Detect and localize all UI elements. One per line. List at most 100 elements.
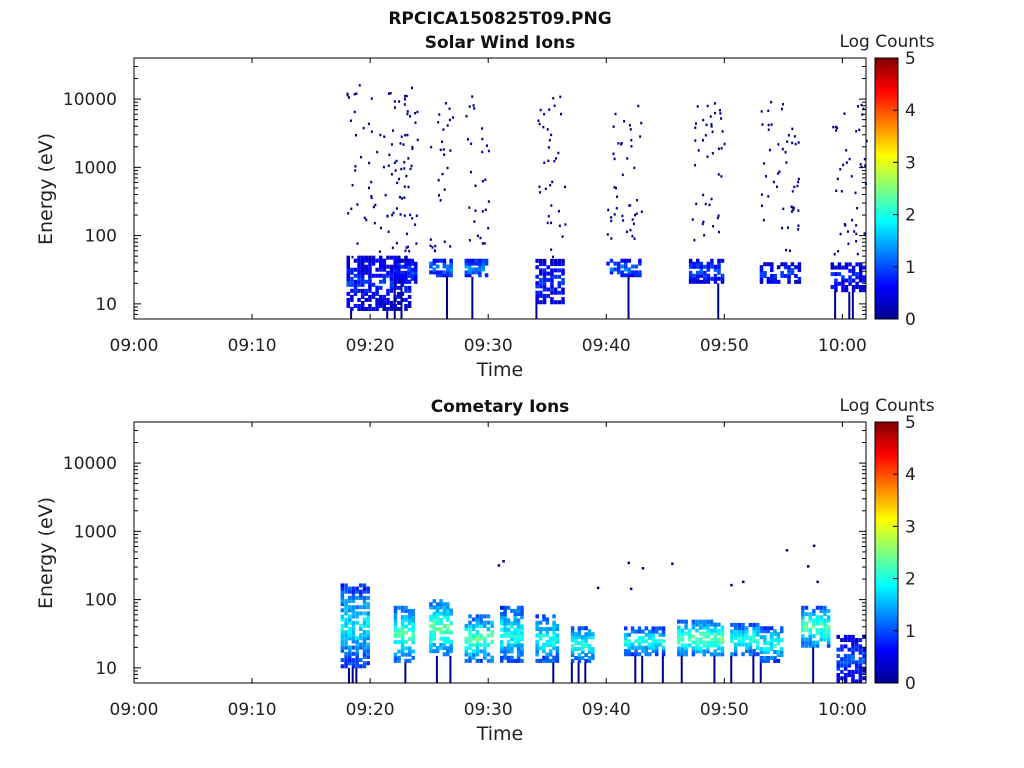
data-cell [347,595,352,600]
data-cell [848,281,852,286]
colorbar-tick-label: 2 [905,570,916,590]
data-cell [404,624,408,629]
data-cell [630,629,635,634]
data-cell [752,648,756,653]
data-cell [839,232,842,236]
data-cell [393,618,398,623]
data-cell [763,650,767,655]
data-cell [435,621,440,626]
data-cell [574,635,578,640]
data-cell [553,290,558,295]
data-cell [612,152,615,156]
data-cell [366,620,370,625]
data-cell [538,658,543,663]
data-cell [395,241,398,245]
data-cell [368,297,372,302]
data-cell [486,614,491,619]
data-cell [393,655,398,660]
data-cell [858,284,863,289]
data-cell [510,637,514,642]
data-cell [574,641,578,646]
data-cell [713,634,717,639]
data-cell [748,645,753,650]
data-cell [350,270,354,275]
data-cell [484,273,489,278]
data-cell [698,649,703,654]
data-cell [826,624,831,629]
data-cell [717,637,721,642]
data-cell [561,258,565,263]
data-cell [516,627,521,632]
data-cell [698,631,703,636]
data-cell [535,642,539,647]
data-cell [557,284,562,289]
data-cell [862,288,866,293]
data-cell [858,638,863,643]
data-cell [862,265,866,270]
data-cell [400,270,405,275]
data-cell [847,647,852,652]
data-cell [710,264,714,269]
data-cell [819,634,824,639]
data-cell [535,658,539,663]
data-cell [386,215,389,218]
data-cell [446,611,450,616]
data-cell [389,273,394,278]
data-cell [516,637,521,642]
data-cell [610,216,613,219]
data-cell [484,208,487,212]
data-cell [506,643,511,648]
data-cell [503,649,507,654]
data-cell [847,638,852,643]
data-cell [744,629,749,634]
data-cell [481,264,485,269]
data-cell [553,274,558,279]
data-cell [854,679,859,684]
data-cell [761,123,764,126]
data-cell [580,635,585,640]
data-cell [698,625,703,630]
data-cell [706,643,710,648]
data-cell [626,157,629,160]
data-cell [439,630,443,635]
data-cell [357,270,361,275]
data-cell [858,676,863,681]
data-cell [550,204,553,207]
data-cell [434,244,437,248]
data-cell [475,620,480,625]
data-cell [344,620,348,625]
data-cell [854,647,859,652]
data-cell [539,277,543,282]
data-cell [862,669,866,674]
data-cell [350,267,354,272]
data-cell [752,626,756,631]
data-cell [435,258,440,263]
data-cell [446,652,450,657]
data-cell [680,652,685,657]
data-cell [471,642,476,647]
data-cell [467,270,472,275]
data-cell [360,306,365,311]
data-cell [703,276,707,281]
data-cell [500,643,504,648]
data-cell [550,281,554,286]
data-cell [397,633,401,638]
data-cell [720,634,725,639]
data-cell [539,281,543,286]
data-cell [407,285,412,290]
data-cell [364,258,369,263]
data-cell [793,135,796,138]
data-cell [854,191,857,195]
data-cell [483,655,487,660]
data-cell [478,261,482,266]
data-cell [785,248,788,252]
data-cell [658,626,662,631]
data-cell [344,623,348,628]
data-cell [378,267,383,272]
data-cell [648,645,652,650]
data-cell [503,618,507,623]
data-cell [479,614,483,619]
data-cell [347,586,352,591]
data-cell [841,278,845,283]
data-cell [555,633,560,638]
